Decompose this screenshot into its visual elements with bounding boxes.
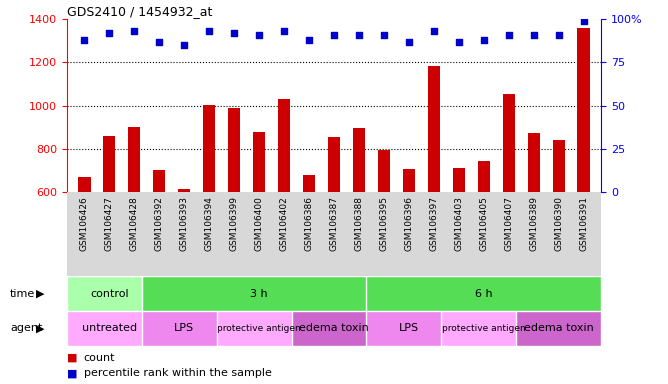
Bar bbox=[453, 168, 465, 192]
Point bbox=[478, 37, 489, 43]
Point bbox=[79, 37, 90, 43]
Point bbox=[154, 39, 164, 45]
Point bbox=[353, 32, 364, 38]
Point bbox=[528, 32, 539, 38]
Text: GSM106388: GSM106388 bbox=[355, 196, 363, 251]
Text: GSM106392: GSM106392 bbox=[155, 196, 164, 251]
Bar bbox=[353, 128, 365, 192]
Point bbox=[379, 32, 389, 38]
Bar bbox=[228, 108, 240, 192]
Text: GSM106386: GSM106386 bbox=[305, 196, 313, 251]
Text: GSM106403: GSM106403 bbox=[454, 196, 464, 251]
Text: untreated: untreated bbox=[81, 323, 137, 333]
Text: LPS: LPS bbox=[174, 323, 194, 333]
Text: GSM106427: GSM106427 bbox=[105, 196, 114, 251]
Point bbox=[254, 32, 265, 38]
Text: GSM106391: GSM106391 bbox=[579, 196, 589, 251]
Bar bbox=[428, 66, 440, 192]
Point bbox=[454, 39, 464, 45]
Text: percentile rank within the sample: percentile rank within the sample bbox=[84, 368, 271, 378]
Text: GSM106428: GSM106428 bbox=[130, 196, 139, 251]
Point bbox=[129, 28, 140, 35]
Bar bbox=[253, 131, 265, 192]
Point bbox=[403, 39, 414, 45]
Text: GSM106393: GSM106393 bbox=[180, 196, 188, 251]
Point bbox=[504, 32, 514, 38]
Text: count: count bbox=[84, 353, 115, 363]
Text: time: time bbox=[10, 289, 35, 299]
Bar bbox=[552, 140, 565, 192]
Bar bbox=[67, 276, 152, 311]
Text: GSM106407: GSM106407 bbox=[504, 196, 513, 251]
Text: GSM106399: GSM106399 bbox=[230, 196, 238, 251]
Text: GSM106426: GSM106426 bbox=[79, 196, 89, 251]
Bar bbox=[377, 150, 390, 192]
Text: protective antigen: protective antigen bbox=[442, 324, 526, 333]
Bar bbox=[502, 94, 515, 192]
Bar bbox=[516, 311, 601, 346]
Text: GSM106400: GSM106400 bbox=[255, 196, 264, 251]
Point bbox=[429, 28, 440, 35]
Text: ▶: ▶ bbox=[36, 323, 44, 333]
Text: GSM106397: GSM106397 bbox=[430, 196, 438, 251]
Point bbox=[179, 42, 190, 48]
Text: ■: ■ bbox=[67, 353, 77, 363]
Text: GSM106389: GSM106389 bbox=[529, 196, 538, 251]
Bar bbox=[142, 311, 226, 346]
Text: ■: ■ bbox=[67, 368, 77, 378]
Bar bbox=[178, 189, 190, 192]
Bar bbox=[128, 127, 140, 192]
Point bbox=[279, 28, 289, 35]
Bar bbox=[142, 276, 377, 311]
Bar bbox=[78, 177, 91, 192]
Text: ▶: ▶ bbox=[36, 289, 44, 299]
Bar bbox=[303, 175, 315, 192]
Bar bbox=[67, 311, 152, 346]
Text: protective antigen: protective antigen bbox=[217, 324, 301, 333]
Bar bbox=[577, 28, 590, 192]
Text: GSM106395: GSM106395 bbox=[379, 196, 389, 251]
Bar bbox=[203, 104, 215, 192]
Text: LPS: LPS bbox=[399, 323, 419, 333]
Point bbox=[304, 37, 315, 43]
Point bbox=[104, 30, 115, 36]
Text: GSM106396: GSM106396 bbox=[404, 196, 413, 251]
Text: edema toxin: edema toxin bbox=[299, 323, 369, 333]
Bar bbox=[291, 311, 377, 346]
Bar bbox=[442, 311, 526, 346]
Text: agent: agent bbox=[10, 323, 42, 333]
Point bbox=[578, 18, 589, 24]
Text: GSM106394: GSM106394 bbox=[204, 196, 214, 251]
Text: 3 h: 3 h bbox=[250, 289, 268, 299]
Bar bbox=[278, 99, 291, 192]
Bar bbox=[403, 169, 415, 192]
Text: GSM106387: GSM106387 bbox=[329, 196, 339, 251]
Bar bbox=[328, 137, 340, 192]
Text: GDS2410 / 1454932_at: GDS2410 / 1454932_at bbox=[67, 5, 212, 18]
Text: GSM106405: GSM106405 bbox=[480, 196, 488, 251]
Point bbox=[228, 30, 239, 36]
Bar bbox=[528, 132, 540, 192]
Point bbox=[553, 32, 564, 38]
Bar bbox=[478, 161, 490, 192]
Point bbox=[204, 28, 214, 35]
Text: 6 h: 6 h bbox=[475, 289, 492, 299]
Text: GSM106390: GSM106390 bbox=[554, 196, 563, 251]
Bar bbox=[153, 170, 166, 192]
Text: GSM106402: GSM106402 bbox=[279, 196, 289, 251]
Point bbox=[329, 32, 339, 38]
Bar bbox=[367, 276, 601, 311]
Bar bbox=[367, 311, 452, 346]
Text: control: control bbox=[90, 289, 128, 299]
Bar bbox=[103, 136, 116, 192]
Bar bbox=[216, 311, 301, 346]
Text: edema toxin: edema toxin bbox=[524, 323, 594, 333]
